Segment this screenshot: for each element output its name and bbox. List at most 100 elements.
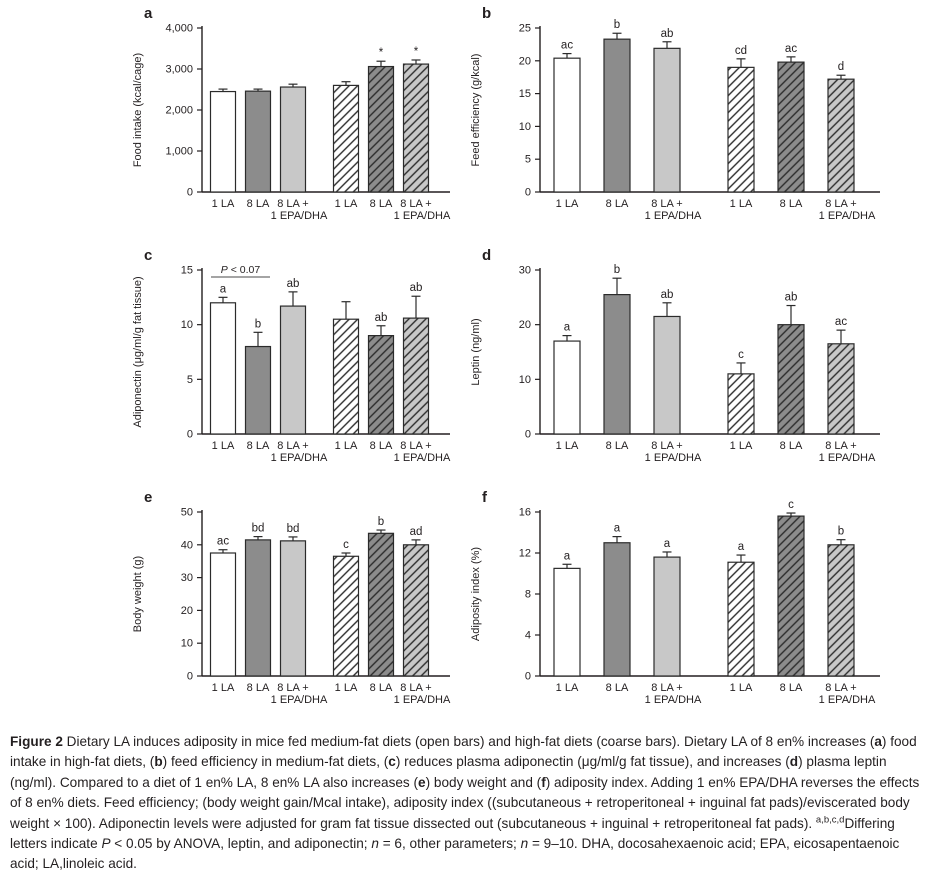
x-category-label: 8 LA: [606, 198, 629, 210]
y-tick-label: 0: [187, 187, 193, 199]
bar: [244, 539, 272, 677]
caption-segment: n: [520, 835, 529, 851]
bar: [367, 334, 395, 435]
chart-panel-d: 0 10 20 30 Leptin (ng/ml) d a 1 LA b 8 LA ab 8 LA +…: [460, 244, 940, 482]
x-category-label: 1 EPA/DHA: [271, 210, 328, 222]
x-category-label: 8 LA +: [277, 682, 309, 694]
chart-panel-f: 0 4 8 12 16 Adiposity index (%) f a 1 LA a 8 LA a 8 …: [460, 486, 940, 724]
caption-segment: c: [388, 754, 396, 770]
significance-label: ab: [410, 282, 423, 294]
caption-segment: d: [789, 754, 799, 770]
significance-label: b: [614, 19, 620, 31]
bar: [553, 57, 581, 193]
x-category-label: 8 LA +: [400, 440, 432, 452]
x-category-label: 8 LA +: [400, 682, 432, 694]
bar: [603, 38, 631, 193]
x-category-label: 1 EPA/DHA: [645, 210, 702, 222]
x-category-label: 8 LA: [780, 440, 803, 452]
caption-segment: b: [154, 754, 163, 770]
bar-chart: 0 4 8 12 16 Adiposity index (%) f a 1 LA a 8 LA a 8 …: [470, 489, 880, 706]
x-category-label: 1 LA: [212, 198, 235, 210]
caption-segment: Dietary LA induces adiposity in mice fed…: [62, 734, 875, 749]
y-tick-label: 30: [181, 572, 193, 584]
x-category-label: 8 LA +: [825, 198, 857, 210]
significance-label: b: [255, 318, 261, 330]
x-category-label: 8 LA +: [277, 198, 309, 210]
x-category-label: 8 LA +: [277, 440, 309, 452]
x-category-label: 1 LA: [212, 440, 235, 452]
x-category-label: 1 LA: [730, 440, 753, 452]
significance-label: ac: [785, 43, 797, 55]
y-tick-label: 4: [525, 630, 531, 642]
y-tick-label: 0: [525, 671, 531, 683]
significance-label: a: [564, 322, 571, 334]
bar: [402, 317, 430, 435]
y-axis-label: Leptin (ng/ml): [470, 318, 482, 385]
bar: [402, 544, 430, 677]
y-tick-label: 5: [187, 374, 193, 386]
x-category-label: 1 EPA/DHA: [819, 694, 876, 706]
x-category-label: 8 LA: [370, 198, 393, 210]
y-tick-label: 4,000: [165, 23, 193, 35]
significance-label: a: [614, 523, 621, 535]
bar: [827, 343, 855, 435]
bar: [209, 90, 237, 193]
panel-letter: b: [482, 5, 491, 22]
chart-panel-e: 0 10 20 30 40 50 Body weight (g) e ac 1 LA bd 8 LA b…: [0, 486, 460, 724]
y-tick-label: 15: [181, 265, 193, 277]
bar: [553, 567, 581, 677]
bar: [367, 532, 395, 677]
caption-segment: a: [874, 734, 882, 749]
significance-label: a: [664, 538, 671, 550]
y-tick-label: 12: [519, 548, 531, 560]
x-category-label: 1 LA: [212, 682, 235, 694]
x-category-label: 1 LA: [730, 198, 753, 210]
bar-chart: 0 10 20 30 Leptin (ng/ml) d a 1 LA b 8 LA ab 8 LA +…: [470, 247, 880, 464]
bar: [332, 555, 360, 677]
x-category-label: 1 LA: [556, 198, 579, 210]
y-tick-label: 8: [525, 589, 531, 601]
panel-letter: f: [482, 489, 488, 506]
bar-chart: 0 1,000 2,000 3,000 4,000 Food intake (kcal/c…: [132, 5, 451, 222]
significance-label: cd: [735, 45, 747, 57]
x-category-label: 8 LA: [606, 682, 629, 694]
bar: [279, 305, 307, 435]
y-tick-label: 20: [519, 55, 531, 67]
panel-letter: a: [144, 5, 153, 22]
significance-label: c: [738, 349, 744, 361]
x-category-label: 8 LA +: [825, 682, 857, 694]
bar: [653, 315, 681, 435]
significance-label: a: [220, 283, 227, 295]
x-category-label: 1 LA: [730, 682, 753, 694]
significance-label: ab: [661, 289, 674, 301]
caption-segment: ) adiposity index. Adding 1 en% EPA/DHA …: [10, 774, 920, 831]
x-category-label: 8 LA: [780, 198, 803, 210]
x-category-label: 1 EPA/DHA: [394, 694, 451, 706]
bar: [279, 86, 307, 193]
caption-segment: ) body weight and (: [425, 774, 542, 790]
y-tick-label: 20: [181, 605, 193, 617]
panel-letter: d: [482, 247, 491, 264]
x-category-label: 1 LA: [556, 682, 579, 694]
y-tick-label: 20: [519, 319, 531, 331]
significance-label: b: [378, 516, 384, 528]
bar: [727, 66, 755, 193]
bar: [332, 84, 360, 193]
bar: [279, 540, 307, 677]
chart-panel-b: 0 5 10 15 20 25 Feed efficiency (g/kcal) b ac 1 L…: [460, 2, 940, 240]
significance-label: ab: [375, 312, 388, 324]
significance-label: b: [838, 526, 844, 538]
x-category-label: 1 LA: [335, 682, 358, 694]
x-category-label: 8 LA: [370, 440, 393, 452]
figure-caption: Figure 2 Dietary LA induces adiposity in…: [0, 724, 940, 875]
x-category-label: 1 LA: [335, 440, 358, 452]
significance-label: a: [564, 550, 571, 562]
x-category-label: 8 LA: [247, 198, 270, 210]
panel-letter: c: [144, 247, 152, 264]
bar-chart: 0 5 10 15 20 25 Feed efficiency (g/kcal) b ac 1 L…: [470, 5, 880, 222]
caption-segment: n: [371, 835, 379, 851]
significance-label: d: [838, 61, 844, 73]
bar: [332, 318, 360, 435]
significance-label: ac: [835, 316, 847, 328]
x-category-label: 8 LA: [370, 682, 393, 694]
